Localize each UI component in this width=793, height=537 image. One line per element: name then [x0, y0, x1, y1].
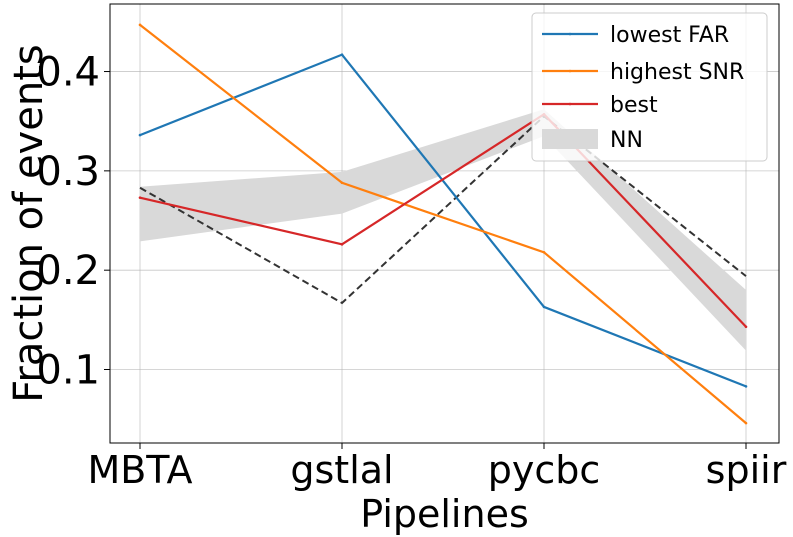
- legend-marker-lowest-far: [568, 32, 572, 36]
- x-tick-label: pycbc: [488, 448, 601, 492]
- series-point-lowest-far: [138, 133, 142, 137]
- ticks: [104, 71, 747, 449]
- dashed-line: [139, 114, 747, 305]
- legend-label-highest-snr: highest SNR: [610, 60, 744, 85]
- series-point-highest-snr: [340, 181, 344, 185]
- x-tick-label: gstlal: [290, 448, 393, 492]
- legend-marker-highest-snr: [568, 69, 572, 73]
- y-tick-label: 0.4: [36, 50, 100, 96]
- series-line-best: [139, 112, 747, 328]
- x-axis-title: Pipelines: [360, 492, 529, 536]
- series-line-lowest-far: [139, 53, 747, 388]
- legend-box: [531, 12, 768, 162]
- y-tick-label: 0.3: [36, 149, 100, 195]
- legend: lowest FAR highest SNR best NN: [531, 12, 768, 162]
- x-tick-labels: MBTA gstlal pycbc spiir: [87, 448, 786, 492]
- y-tick-labels: 0.1 0.2 0.3 0.4: [36, 50, 100, 394]
- plot-frame: [109, 3, 780, 444]
- series-point-lowest-far: [542, 305, 546, 309]
- y-tick-label: 0.2: [36, 248, 100, 294]
- legend-label-nn: NN: [610, 128, 643, 153]
- legend-swatch-nn: [542, 129, 598, 149]
- nn-band-layer: [140, 109, 746, 351]
- series-point-best: [744, 325, 748, 329]
- series-point-best: [340, 243, 344, 246]
- nn-band: [140, 109, 746, 351]
- series-point-lowest-far: [340, 53, 344, 56]
- legend-marker-best: [568, 102, 572, 106]
- series-point-highest-snr: [138, 23, 142, 27]
- series-point-lowest-far: [744, 385, 748, 388]
- series-point-highest-snr: [744, 421, 748, 425]
- y-axis-title: Fraction of events: [6, 44, 52, 402]
- x-tick-label: spiir: [706, 448, 787, 492]
- legend-label-lowest-far: lowest FAR: [610, 23, 729, 48]
- series-line-highest-snr: [139, 23, 747, 424]
- y-tick-label: 0.1: [36, 348, 100, 394]
- x-tick-label: MBTA: [87, 448, 192, 492]
- series-point-best: [138, 196, 142, 199]
- series-layer: [138, 23, 748, 425]
- series-point-highest-snr: [542, 251, 546, 254]
- legend-label-best: best: [610, 93, 658, 118]
- dashed-line-layer: [139, 114, 747, 305]
